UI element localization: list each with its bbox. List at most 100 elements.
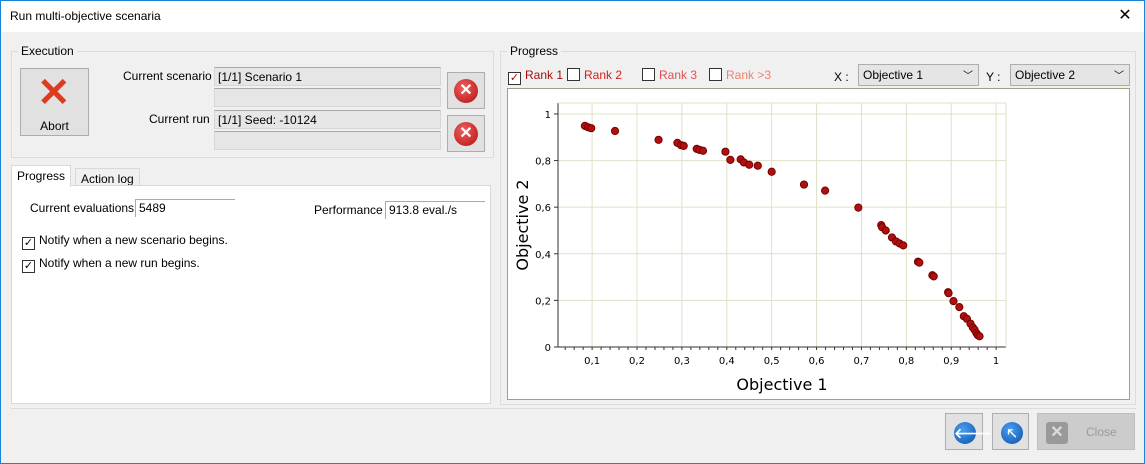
footer-divider [11,408,1136,409]
x-select-value: Objective 1 [863,68,924,82]
up-left-button[interactable]: 🡔 [992,413,1029,450]
y-axis-title: Objective 2 [513,179,532,270]
x-tick-label: 0,7 [854,356,870,367]
evaluations-value: 5489 [135,199,235,217]
data-point [753,161,762,170]
data-point [915,258,924,267]
x-tick-label: 0,2 [629,356,645,367]
y-objective-select[interactable]: Objective 2 ﹀ [1010,64,1130,86]
rank2-label: Rank 2 [584,68,623,82]
close-button[interactable]: ✕ Close [1037,413,1135,450]
window-title: Run multi-objective scenaria [10,9,161,23]
data-point [929,272,938,281]
abort-label: Abort [40,119,69,133]
notify-scenario-label: Notify when a new scenario begins. [39,233,228,247]
rank-gt3-label: Rank >3 [726,68,772,82]
cancel-circle-icon: ✕ [454,79,478,103]
checkmark-icon: ✓ [22,237,35,250]
data-point [881,226,890,235]
close-x-icon: ✕ [1046,422,1068,444]
chevron-down-icon: ﹀ [963,71,973,82]
y-tick-label: 0,6 [535,203,551,214]
execution-label: Execution [18,44,77,58]
data-point [899,241,908,250]
x-axis-title: Objective 1 [736,375,827,394]
checkbox-box [567,68,580,81]
performance-value: 913.8 eval./s [385,201,485,219]
x-tick-label: 0,6 [809,356,825,367]
rank1-label: Rank 1 [525,68,564,82]
x-tick-label: 0,8 [898,356,914,367]
checkbox-box [709,68,722,81]
performance-label: Performance [314,203,383,217]
data-point [679,141,688,150]
x-tick-label: 0,3 [674,356,690,367]
data-point [654,135,663,144]
cancel-circle-icon: ✕ [454,122,478,146]
notify-scenario-checkbox[interactable]: ✓ Notify when a new scenario begins. [22,233,228,250]
checkbox-box [642,68,655,81]
title-bar: Run multi-objective scenaria ✕ [1,1,1144,32]
data-point [820,186,830,195]
x-tick-label: 1 [993,356,999,367]
x-tick-label: 0,4 [719,356,735,367]
data-point [698,146,708,155]
scenario-label: Current scenario [123,69,212,83]
rank3-label: Rank 3 [659,68,698,82]
data-point [975,332,984,341]
arrow-up-left-icon: 🡔 [1001,422,1023,444]
run-progress-bar [214,131,441,150]
tab-action-log[interactable]: Action log [75,168,140,188]
data-point [854,203,863,212]
progress-chart-group: Progress ✓ Rank 1 Rank 2 Rank 3 Rank >3 X… [500,44,1136,405]
back-button[interactable]: 🡐 [945,413,992,450]
close-label: Close [1086,425,1117,439]
chevron-down-icon: ﹀ [1114,71,1124,82]
scatter-chart: 0,1 0,2 0,3 0,4 0,5 0,6 0,7 0,8 0,9 1 0 0,2 0,4 0,6 0,… [513,102,1007,394]
y-tick-label: 0,4 [535,250,551,261]
scenario-field: [1/1] Scenario 1 [214,67,441,86]
skip-run-button[interactable]: ✕ [447,115,485,152]
data-point [799,180,809,189]
y-axis-select-label: Y : [986,70,1001,84]
data-point [721,147,730,156]
data-point [949,296,958,306]
run-field: [1/1] Seed: -10124 [214,110,441,129]
checkmark-icon: ✓ [508,72,521,85]
progress-group-label: Progress [507,44,562,58]
scenario-progress-bar [214,88,441,107]
checkmark-icon: ✓ [22,260,35,273]
run-label: Current run [149,112,210,126]
y-tick-label: 0,8 [535,157,551,168]
rank-gt3-checkbox[interactable]: Rank >3 [709,68,771,82]
data-point [726,155,735,164]
tab-progress[interactable]: Progress [11,165,72,187]
x-tick-label: 0,9 [943,356,959,367]
data-point [745,160,754,169]
x-objective-select[interactable]: Objective 1 ﹀ [858,64,979,86]
y-tick-label: 1 [545,110,551,121]
data-point [955,303,964,312]
execution-group: Execution ✕ Abort Current scenario [1/1]… [11,44,494,158]
rank2-checkbox[interactable]: Rank 2 [567,68,622,82]
data-point [944,289,953,298]
notify-run-label: Notify when a new run begins. [39,256,200,270]
x-axis-select-label: X : [834,70,849,84]
data-point [587,124,596,133]
y-tick-label: 0,2 [535,296,551,307]
arrow-left-icon: 🡐 [954,422,992,444]
data-point [767,167,776,176]
window-close-button[interactable]: ✕ [1118,7,1132,24]
abort-button[interactable]: ✕ Abort [20,68,89,136]
x-tick-label: 0,1 [584,356,600,367]
x-tick-label: 0,5 [764,356,780,367]
rank3-checkbox[interactable]: Rank 3 [642,68,697,82]
notify-run-checkbox[interactable]: ✓ Notify when a new run begins. [22,256,200,273]
rank1-checkbox[interactable]: ✓ Rank 1 [508,68,563,85]
progress-tab-panel: Current evaluations 5489 Performance 913… [11,185,491,404]
evaluations-label: Current evaluations [30,201,135,215]
skip-scenario-button[interactable]: ✕ [447,72,485,109]
y-tick-label: 0 [545,343,551,354]
data-point [610,126,620,136]
